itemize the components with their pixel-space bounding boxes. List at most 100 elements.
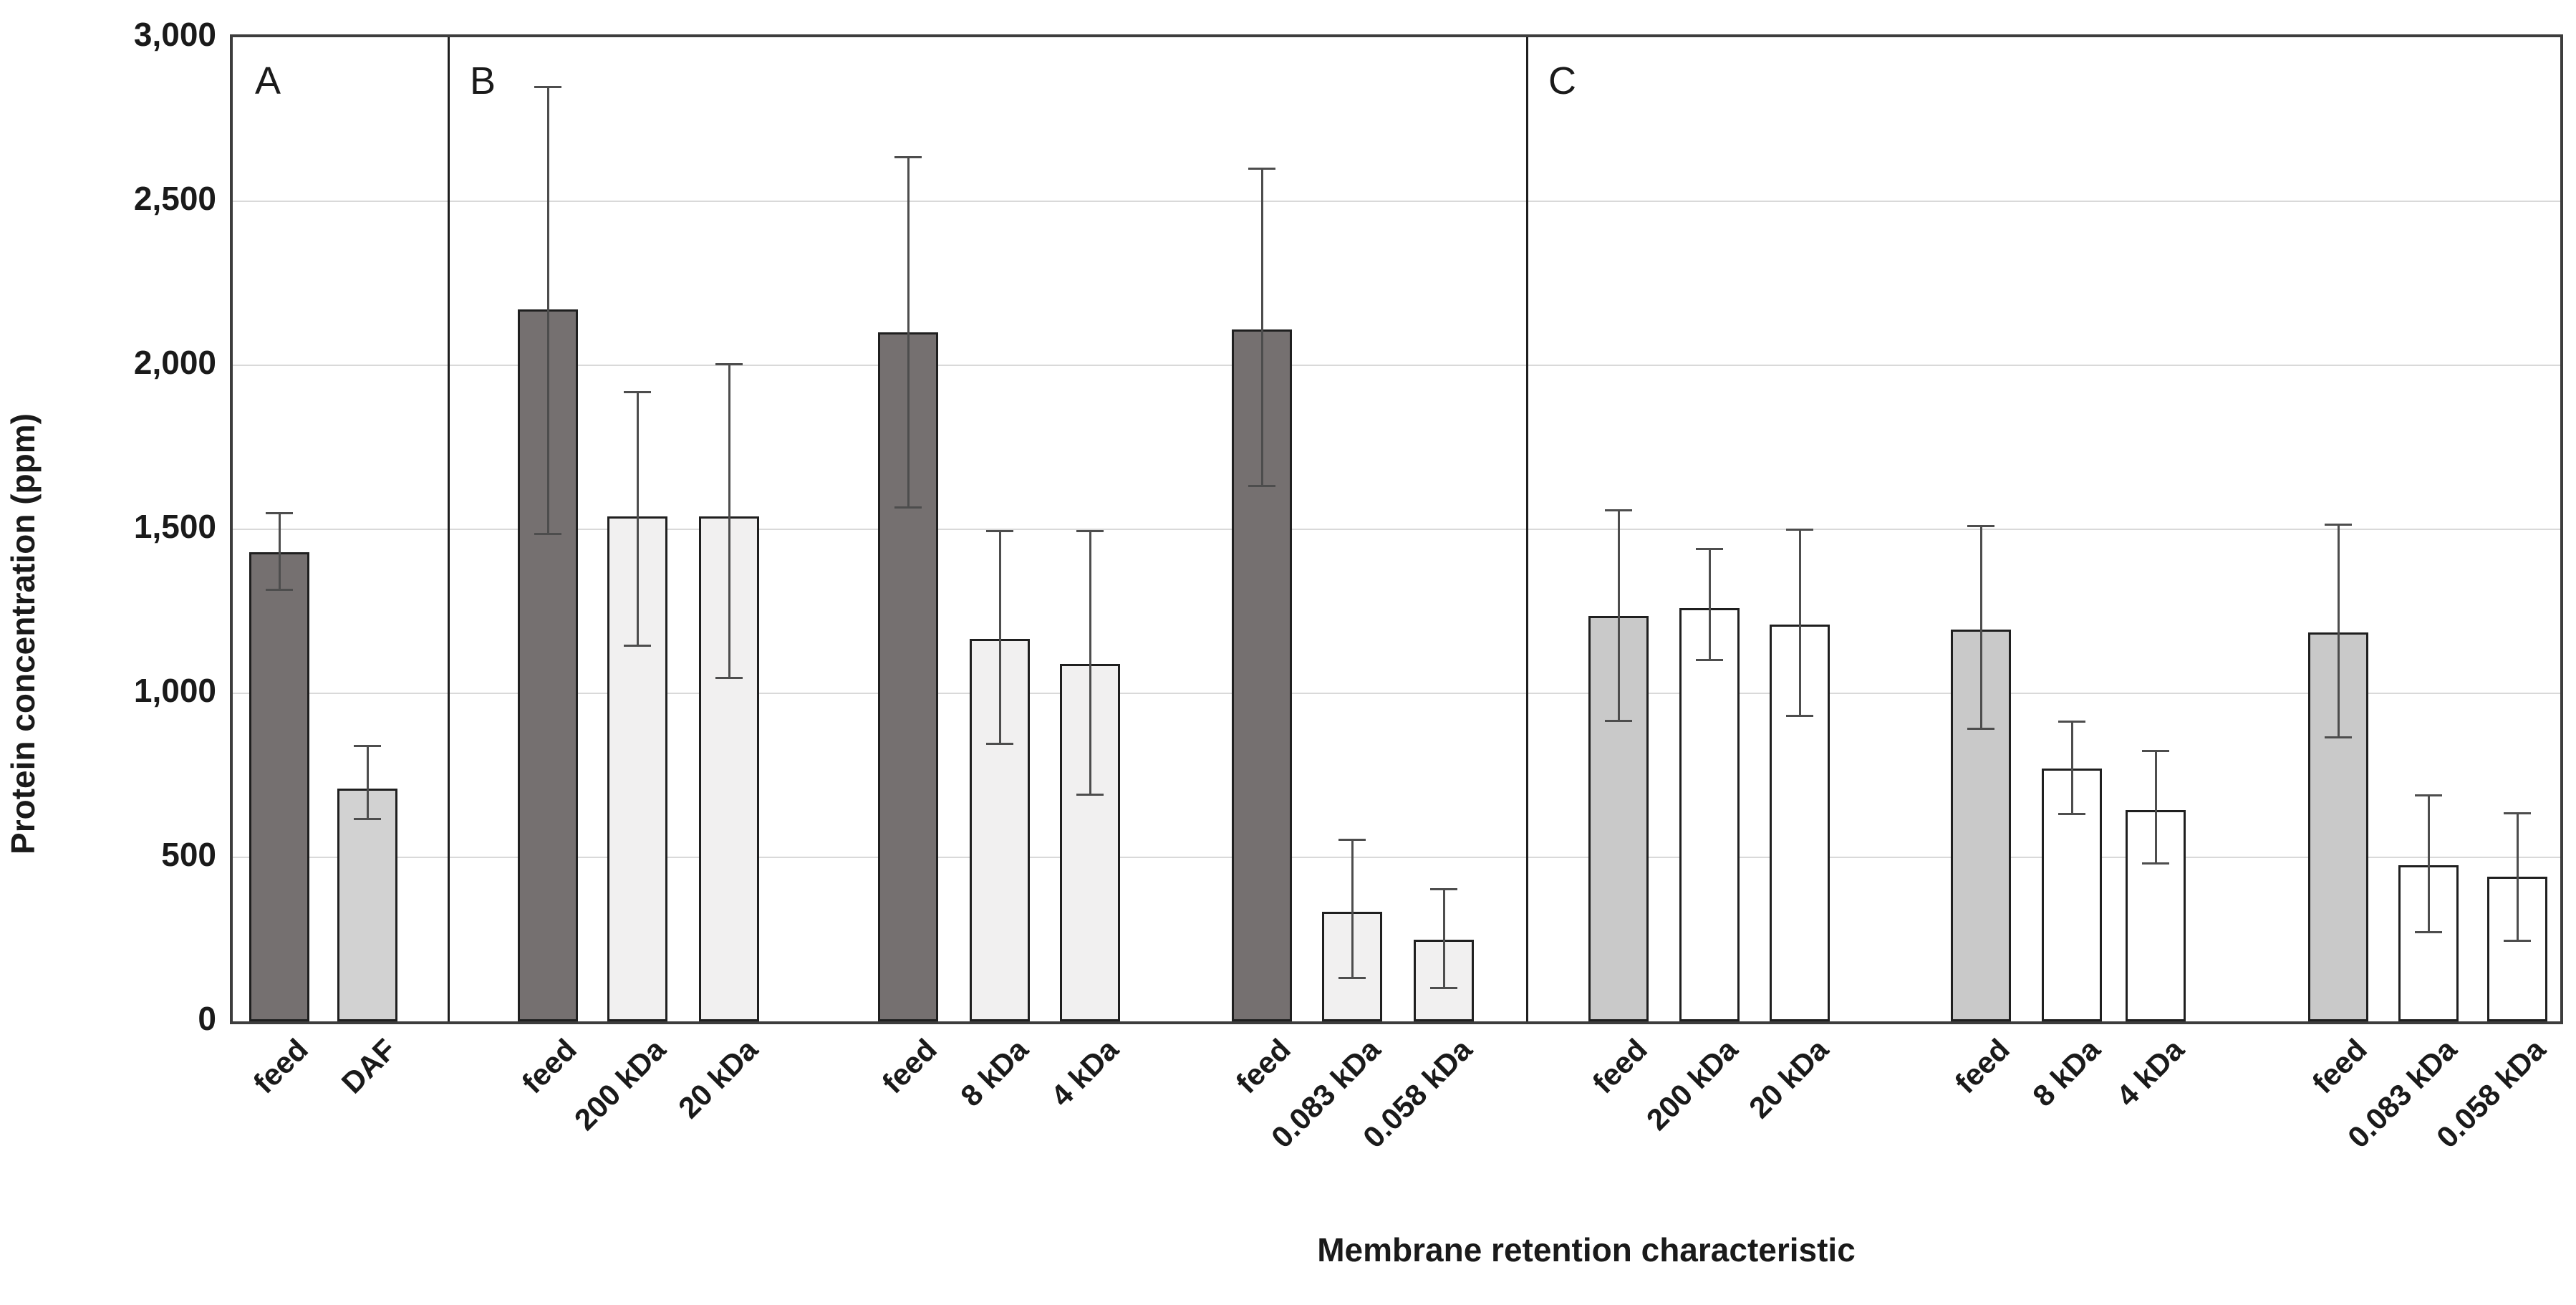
plot-area: A B C	[230, 34, 2563, 1024]
y-tick-label: 2,500	[133, 180, 216, 217]
x-tick-label: 200 kDa	[1640, 1032, 1745, 1137]
error-bar-cap-bottom	[1338, 977, 1366, 980]
error-bar-cap-top	[266, 512, 293, 515]
y-axis-title: Protein concentration (ppm)	[4, 413, 42, 854]
gridline	[233, 529, 2560, 530]
gridline	[233, 365, 2560, 366]
error-bar-cap-bottom	[1248, 485, 1275, 488]
error-bar-cap-top	[715, 362, 743, 365]
error-bar-cap-bottom	[1786, 715, 1813, 718]
error-bar	[1617, 509, 1620, 721]
error-bar-cap-bottom	[624, 644, 651, 647]
y-tick-label: 500	[161, 836, 216, 873]
error-bar	[1089, 531, 1091, 795]
error-bar-cap-bottom	[2058, 813, 2085, 816]
panel-divider	[448, 37, 450, 1021]
x-tick-label: 8 kDa	[954, 1032, 1035, 1113]
y-tick-label: 1,000	[133, 672, 216, 709]
panel-label: A	[255, 59, 281, 102]
error-bar-cap-top	[1967, 525, 1994, 528]
x-tick-label: 20 kDa	[671, 1032, 764, 1125]
error-bar-cap-top	[2325, 524, 2352, 526]
error-bar-cap-top	[1338, 838, 1366, 841]
error-bar-cap-top	[354, 745, 381, 748]
x-tick-label: 20 kDa	[1742, 1032, 1835, 1125]
error-bar	[2337, 524, 2340, 738]
error-bar	[998, 531, 1001, 744]
error-bar	[2070, 721, 2073, 815]
error-bar-cap-bottom	[715, 677, 743, 680]
y-tick-label: 2,000	[133, 344, 216, 381]
error-bar-cap-top	[1430, 887, 1457, 890]
error-bar-cap-top	[1696, 548, 1723, 551]
y-tick-label: 3,000	[133, 16, 216, 53]
error-bar	[907, 157, 910, 509]
x-axis-title: Membrane retention characteristic	[1317, 1231, 1856, 1268]
error-bar	[1442, 888, 1445, 989]
error-bar-cap-top	[534, 85, 561, 88]
bar	[1679, 607, 1740, 1021]
error-bar	[2516, 813, 2519, 941]
error-bar-cap-bottom	[1605, 719, 1632, 722]
error-bar	[1708, 549, 1711, 661]
panel-label: C	[1548, 59, 1576, 102]
error-bar-cap-bottom	[2325, 736, 2352, 738]
x-tick-label: feed	[1948, 1032, 2016, 1100]
error-bar-cap-top	[2142, 750, 2169, 753]
error-bar-cap-top	[986, 530, 1013, 533]
error-bar-cap-top	[1786, 529, 1813, 531]
error-bar-cap-bottom	[266, 588, 293, 591]
error-bar-cap-bottom	[534, 532, 561, 535]
x-tick-label: feed	[515, 1032, 583, 1100]
error-bar-cap-bottom	[1696, 659, 1723, 662]
error-bar-cap-top	[894, 156, 922, 159]
error-bar	[366, 746, 369, 820]
bar	[970, 639, 1030, 1021]
error-bar	[546, 86, 549, 534]
error-bar-cap-bottom	[354, 818, 381, 821]
error-bar-cap-bottom	[986, 742, 1013, 745]
error-bar-cap-bottom	[1967, 728, 1994, 731]
x-tick-label: 200 kDa	[568, 1032, 672, 1137]
error-bar	[728, 363, 730, 679]
y-tick-label: 0	[198, 1000, 216, 1037]
error-bar	[2154, 751, 2157, 865]
error-bar-cap-top	[1248, 168, 1275, 170]
x-tick-label: 4 kDa	[2110, 1032, 2191, 1113]
error-bar	[1979, 526, 1982, 730]
error-bar-cap-bottom	[1076, 793, 1104, 796]
error-bar-cap-top	[2504, 812, 2531, 815]
gridline	[233, 693, 2560, 694]
error-bar-cap-top	[624, 390, 651, 393]
error-bar-cap-bottom	[2142, 862, 2169, 865]
error-bar-cap-bottom	[894, 506, 922, 509]
x-tick-label: feed	[2305, 1032, 2373, 1100]
panel-divider	[1526, 37, 1528, 1021]
error-bar-cap-bottom	[1430, 987, 1457, 990]
error-bar	[1798, 529, 1801, 717]
x-tick-label: DAF	[334, 1032, 402, 1100]
x-tick-label: 4 kDa	[1044, 1032, 1125, 1113]
gridline	[233, 201, 2560, 202]
x-tick-label: feed	[875, 1032, 943, 1100]
error-bar-cap-top	[1076, 530, 1104, 533]
error-bar	[1260, 168, 1263, 487]
gridline	[233, 857, 2560, 858]
y-tick-label: 1,500	[133, 508, 216, 545]
x-tick-label: 8 kDa	[2026, 1032, 2107, 1113]
error-bar	[278, 513, 281, 590]
error-bar-cap-top	[1605, 509, 1632, 511]
error-bar	[636, 391, 639, 646]
error-bar-cap-bottom	[2504, 939, 2531, 942]
bar	[249, 552, 309, 1021]
bar	[337, 788, 397, 1021]
error-bar-cap-bottom	[2415, 931, 2442, 934]
error-bar	[2427, 794, 2430, 933]
x-tick-label: feed	[1229, 1032, 1297, 1100]
x-tick-label: feed	[1586, 1032, 1654, 1100]
x-tick-label: feed	[246, 1032, 314, 1100]
bar	[878, 332, 938, 1021]
bar	[1951, 629, 2011, 1021]
